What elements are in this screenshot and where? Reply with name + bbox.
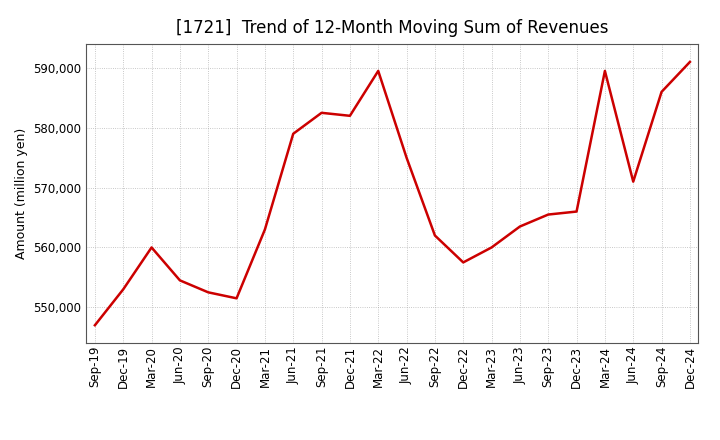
Y-axis label: Amount (million yen): Amount (million yen) bbox=[15, 128, 28, 259]
Title: [1721]  Trend of 12-Month Moving Sum of Revenues: [1721] Trend of 12-Month Moving Sum of R… bbox=[176, 19, 608, 37]
